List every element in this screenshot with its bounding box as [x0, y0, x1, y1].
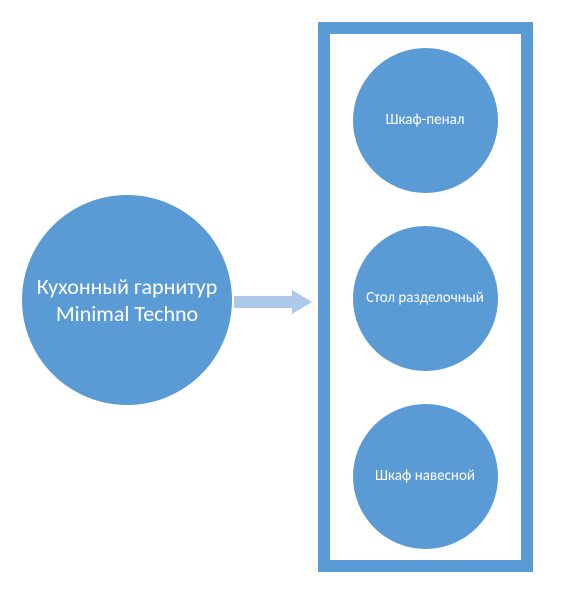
- main-node-circle: Кухонный гарнитур Minimal Techno: [22, 195, 232, 405]
- arrow-svg: [234, 290, 312, 314]
- component-node-1: Стол разделочный: [353, 226, 498, 371]
- component-label-0: Шкаф-пенал: [385, 111, 464, 129]
- arrow-icon: [234, 290, 312, 314]
- main-node-label: Кухонный гарнитур Minimal Techno: [32, 273, 222, 328]
- component-node-2: Шкаф навесной: [353, 404, 498, 549]
- component-label-2: Шкаф навесной: [375, 467, 475, 485]
- component-label-1: Стол разделочный: [366, 289, 484, 307]
- component-node-0: Шкаф-пенал: [353, 48, 498, 193]
